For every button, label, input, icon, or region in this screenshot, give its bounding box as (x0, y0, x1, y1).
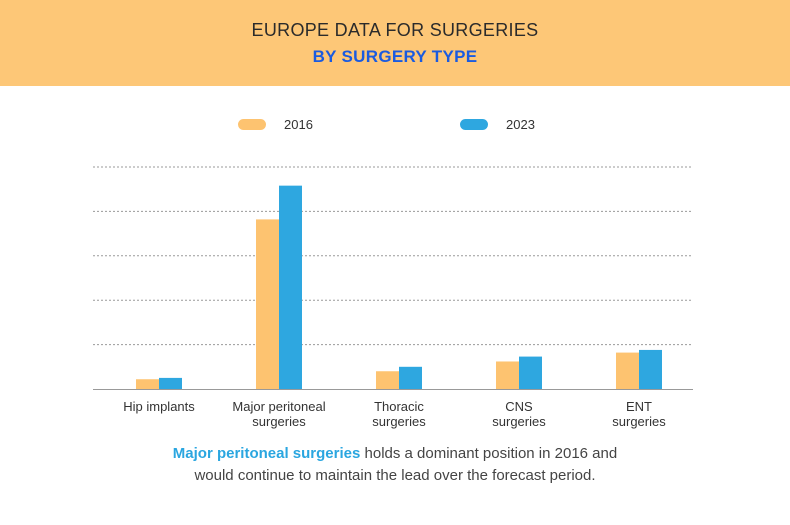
bar-2023-4 (639, 349, 662, 389)
chart-subtitle: BY SURGERY TYPE (312, 47, 478, 66)
bar-2016-3 (496, 361, 519, 389)
caption-highlight: Major peritoneal surgeries (172, 445, 361, 462)
legend-item-2016: 2016 (238, 116, 313, 132)
bar-2016-2 (376, 371, 399, 389)
legend-label-2016: 2016 (284, 116, 313, 132)
bar-2016-1 (256, 219, 279, 389)
bar-2023-3 (519, 356, 542, 389)
bar-chart: Hip implants Major peritoneal surgeries Tho… (93, 166, 693, 429)
bar-2023-1 (279, 185, 302, 389)
legend-swatch-2023 (460, 118, 488, 130)
bar-2023-2 (399, 366, 422, 389)
bar-2023-0 (159, 377, 182, 389)
x-tick-label: Major peritoneal surgeries (232, 399, 325, 429)
legend-label-2023: 2023 (506, 116, 535, 132)
x-tick-label: CNS surgeries (492, 399, 546, 429)
caption: Major peritoneal surgeries holds a domin… (0, 443, 790, 487)
bars (136, 185, 662, 389)
chart-title: EUROPE DATA FOR SURGERIES (251, 20, 539, 40)
x-tick-label: Hip implants (123, 399, 195, 414)
caption-line2: would continue to maintain the lead over… (194, 467, 596, 484)
legend-swatch-2016 (238, 118, 266, 130)
bar-2016-4 (616, 352, 639, 389)
x-axis-labels: Hip implants Major peritoneal surgeries Tho… (123, 399, 666, 429)
x-tick-label: Thoracic surgeries (372, 399, 426, 429)
bar-2016-0 (136, 379, 159, 389)
header-banner: EUROPE DATA FOR SURGERIES BY SURGERY TYP… (0, 0, 790, 86)
gridlines (93, 166, 693, 346)
legend-item-2023: 2023 (460, 116, 535, 132)
x-tick-label: ENT surgeries (612, 399, 666, 429)
caption-line1-rest: holds a dominant position in 2016 and (360, 445, 618, 462)
